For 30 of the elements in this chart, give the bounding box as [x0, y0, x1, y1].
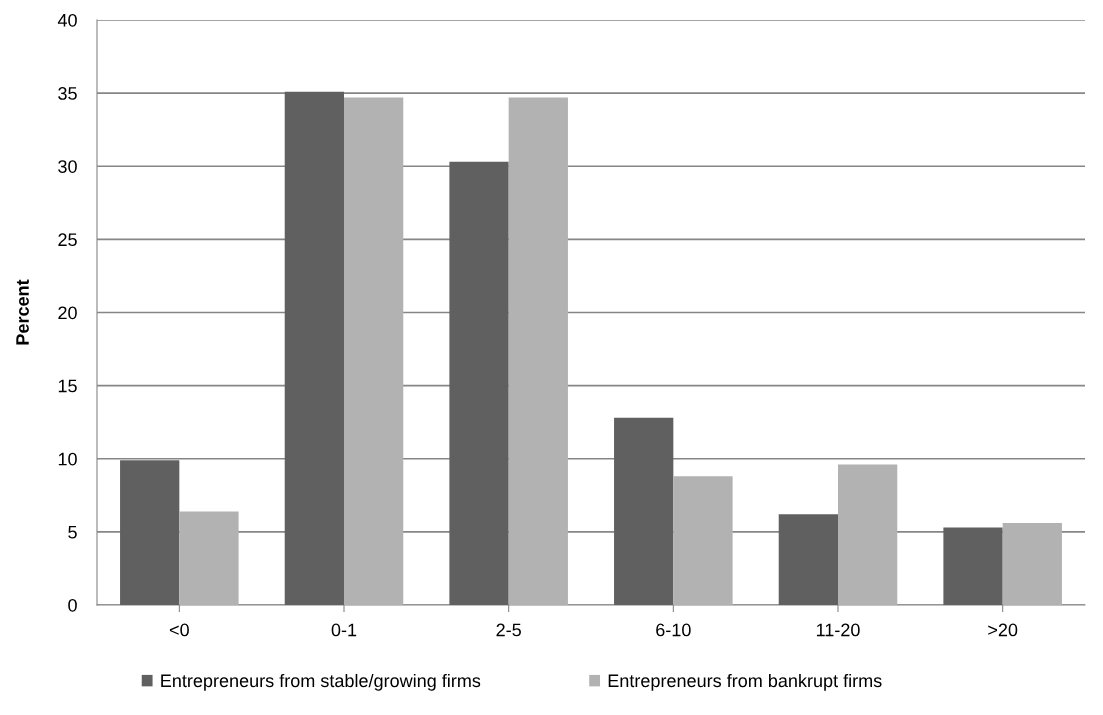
x-tick-label: 11-20 — [816, 623, 860, 637]
bar — [284, 91, 344, 605]
y-tick-label: 0 — [68, 598, 77, 612]
bar — [943, 527, 1003, 605]
y-tick-label: 40 — [57, 13, 77, 27]
y-tick-label: 20 — [58, 306, 77, 320]
bar — [120, 460, 180, 605]
x-tick-label: 6-10 — [656, 623, 691, 637]
y-tick-label: 30 — [58, 160, 77, 173]
legend-label: Entrepreneurs from bankrupt firms — [608, 673, 882, 691]
x-tick-label: <0 — [169, 623, 189, 637]
y-tick-label: 15 — [58, 379, 77, 393]
x-tick-label: 0-1 — [331, 623, 357, 637]
bar — [179, 511, 239, 605]
legend-label: Entrepreneurs from stable/growing firms — [161, 673, 481, 691]
bar — [673, 476, 733, 605]
bar — [778, 514, 838, 605]
x-tick-label: >20 — [988, 623, 1018, 637]
y-axis-title: Percent — [16, 279, 29, 345]
y-tick-label: 25 — [58, 233, 77, 247]
y-tick-label: 10 — [58, 452, 77, 466]
bar — [838, 464, 898, 605]
bar — [1002, 523, 1062, 605]
bar — [449, 161, 509, 605]
bar — [614, 417, 674, 605]
y-tick-label: 5 — [68, 526, 77, 539]
x-tick-label: 2-5 — [496, 623, 521, 637]
bar — [344, 97, 404, 605]
bar — [508, 97, 568, 605]
y-tick-label: 35 — [58, 87, 77, 100]
